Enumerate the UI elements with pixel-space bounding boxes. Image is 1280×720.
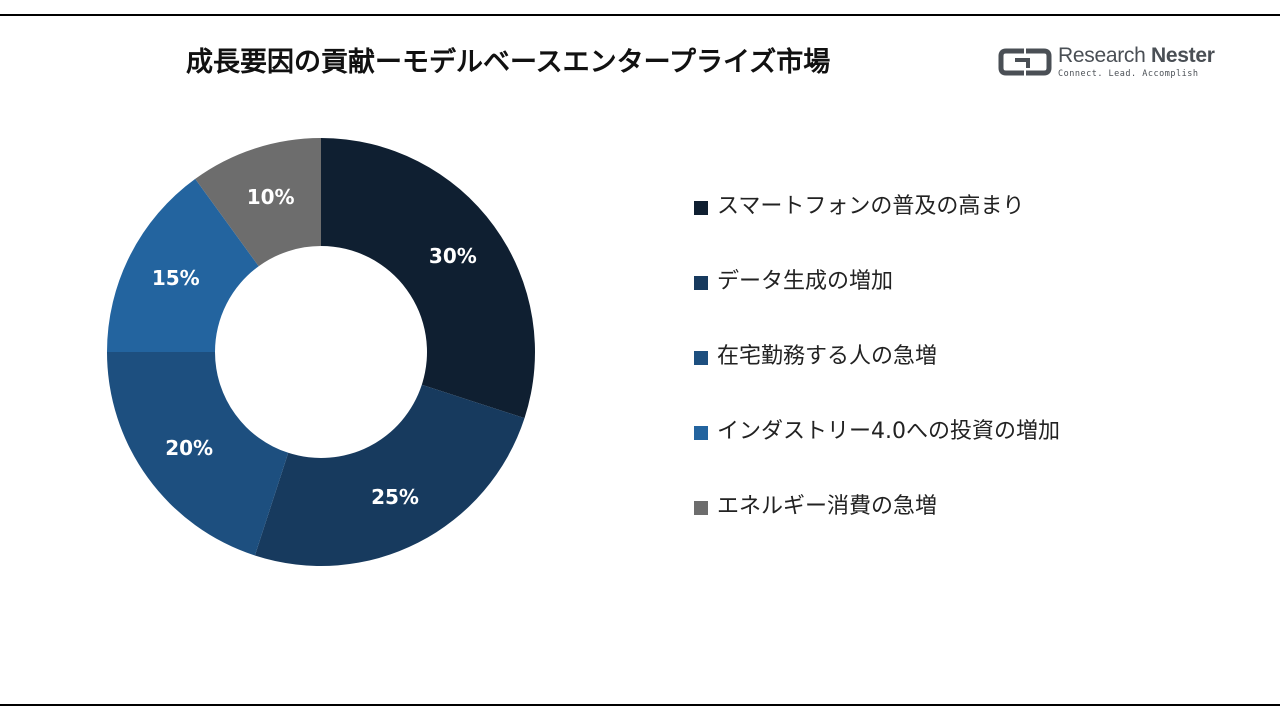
logo-word-research: Research — [1058, 44, 1146, 67]
donut-slice — [321, 138, 535, 419]
logo-wordmark: Research Nester — [1058, 44, 1215, 68]
legend-item: 在宅勤務する人の急増 — [694, 341, 1060, 416]
slice-data-label: 25% — [371, 485, 419, 509]
legend-item: データ生成の増加 — [694, 266, 1060, 341]
legend-swatch — [694, 351, 708, 365]
slice-data-label: 15% — [152, 266, 200, 290]
legend-label: スマートフォンの普及の高まり — [717, 194, 1025, 219]
logo-word-nester: Nester — [1151, 44, 1215, 67]
donut-slice — [195, 138, 321, 267]
research-nester-logo: Research Nester Connect. Lead. Accomplis… — [998, 44, 1218, 84]
slice-data-label: 20% — [165, 436, 213, 460]
legend-label: データ生成の増加 — [717, 269, 894, 294]
donut-slice — [107, 352, 289, 556]
legend-swatch — [694, 276, 708, 290]
legend-item: スマートフォンの普及の高まり — [694, 191, 1060, 266]
top-rule — [0, 14, 1280, 16]
bottom-rule — [0, 704, 1280, 706]
chart-legend: スマートフォンの普及の高まり データ生成の増加在宅勤務する人の急増インダストリー4… — [694, 191, 1060, 566]
donut-chart: 30% 25% 20% 15% 10% — [107, 138, 535, 566]
legend-swatch — [694, 501, 708, 515]
donut-slice — [254, 384, 525, 566]
donut-slice — [107, 178, 259, 352]
legend-item: インダストリー4.0への投資の増加 — [694, 416, 1060, 491]
slice-data-label: 30% — [429, 244, 477, 268]
logo-icon — [998, 48, 1052, 76]
chart-title: 成長要因の貢献ーモデルベースエンタープライズ市場 — [186, 47, 831, 78]
legend-item: エネルギー消費の急増 — [694, 491, 1060, 566]
legend-swatch — [694, 201, 708, 215]
legend-label: エネルギー消費の急増 — [717, 494, 938, 519]
slice-data-label: 10% — [247, 185, 295, 209]
legend-label: インダストリー4.0への投資の増加 — [717, 419, 1060, 444]
legend-label: 在宅勤務する人の急増 — [717, 344, 938, 369]
logo-tagline: Connect. Lead. Accomplish — [1058, 69, 1199, 79]
legend-swatch — [694, 426, 708, 440]
